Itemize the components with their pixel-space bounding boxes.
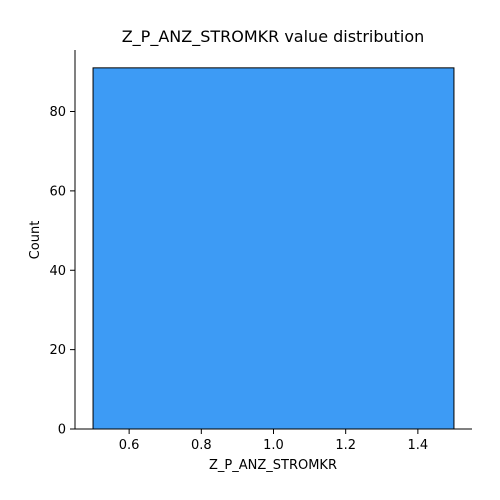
- bars-group: [92, 67, 455, 430]
- y-tick-label: 20: [49, 343, 66, 358]
- x-axis-label: Z_P_ANZ_STROMKR: [209, 458, 337, 473]
- y-tick-label: 80: [49, 105, 66, 120]
- y-tick-label: 40: [49, 264, 66, 279]
- x-tick-label: 1.2: [335, 438, 356, 453]
- histogram-bar: [92, 67, 455, 430]
- y-tick-label: 0: [58, 423, 66, 438]
- y-axis-ticks: 0 20 40 60 80: [49, 105, 75, 438]
- x-axis-ticks: 0.6 0.8 1.0 1.2 1.4: [119, 429, 428, 453]
- x-tick-label: 0.6: [119, 438, 140, 453]
- x-tick-label: 1.0: [263, 438, 284, 453]
- y-tick-label: 60: [49, 184, 66, 199]
- y-axis-label: Count: [28, 221, 43, 260]
- chart-title: Z_P_ANZ_STROMKR value distribution: [122, 27, 425, 47]
- x-tick-label: 0.8: [191, 438, 212, 453]
- x-tick-label: 1.4: [408, 438, 429, 453]
